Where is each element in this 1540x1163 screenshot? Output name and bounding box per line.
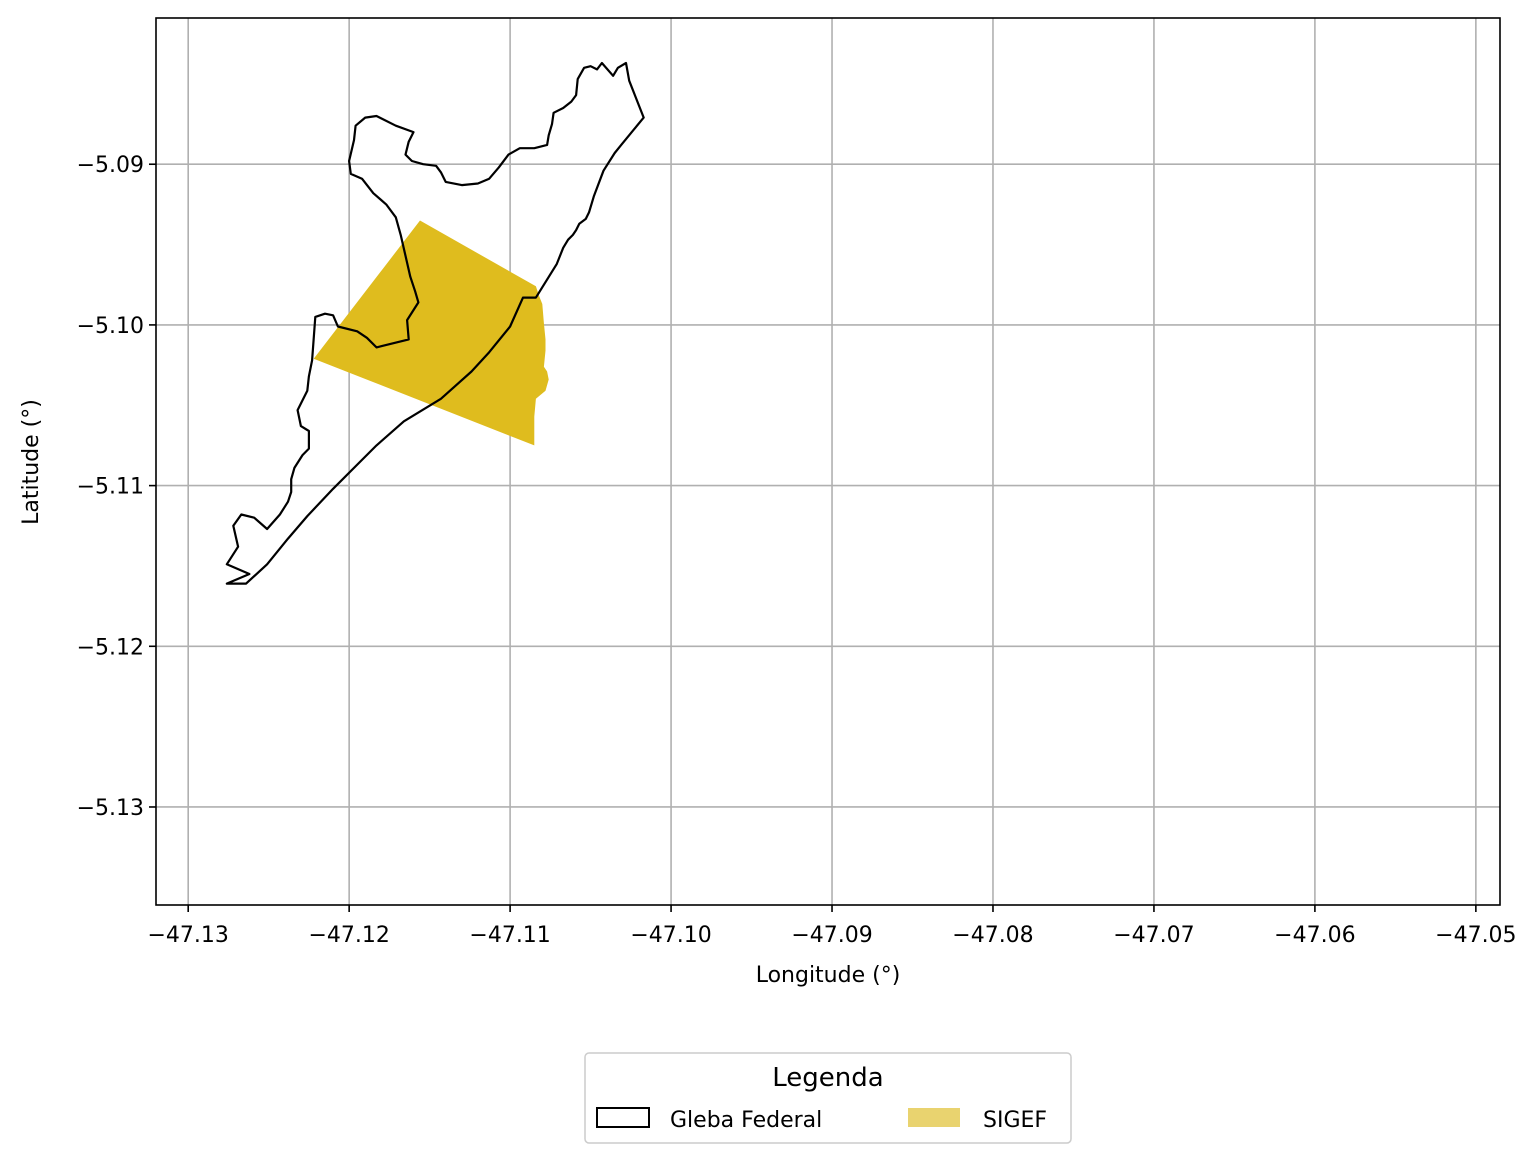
x-tick-label: −47.05 [1435,923,1516,948]
legend-title: Legenda [772,1063,883,1093]
sigef-polygon [313,220,549,446]
legend-label-gleba-federal: Gleba Federal [670,1108,822,1133]
legend: Legenda Gleba Federal SIGEF [584,1052,1072,1144]
legend-swatch-sigef [908,1108,960,1127]
map-layers [225,61,645,585]
x-tick-label: −47.12 [308,923,389,948]
x-tick-label: −47.13 [147,923,228,948]
x-tick-label: −47.11 [469,923,550,948]
y-tick-label: −5.11 [77,475,144,500]
y-tick-label: −5.09 [77,153,144,178]
y-axis-title: Latitude (°) [19,399,44,525]
legend-label-sigef: SIGEF [983,1108,1047,1133]
x-tick-label: −47.10 [630,923,711,948]
y-tick-label: −5.13 [77,796,144,821]
x-axis-title: Longitude (°) [756,963,901,988]
axis-ticks: −47.13 −47.12 −47.11 −47.10 −47.09 −47.08 −47.… [77,153,1517,948]
y-tick-label: −5.12 [77,635,144,660]
y-tick-label: −5.10 [77,314,144,339]
x-tick-label: −47.06 [1274,923,1355,948]
plot-area-frame [155,17,1501,906]
legend-swatch-gleba-federal [596,1107,650,1128]
x-tick-label: −47.07 [1113,923,1194,948]
x-tick-label: −47.08 [952,923,1033,948]
x-tick-label: −47.09 [791,923,872,948]
gleba-federal-polygon [225,61,645,585]
grid-lines [156,18,1500,905]
